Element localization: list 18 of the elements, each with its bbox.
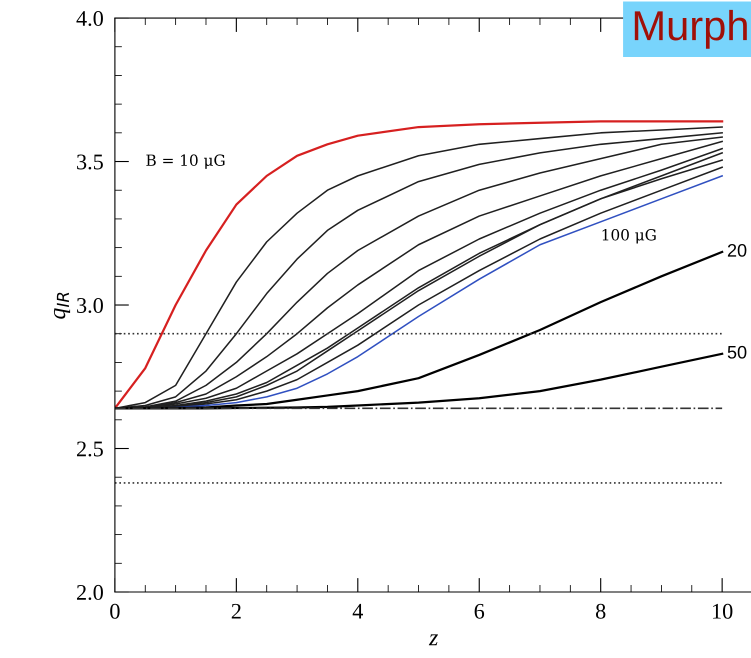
y-axis-title: q$_{IR}$ <box>54 292 70 319</box>
x-axis-title: z <box>428 634 438 646</box>
annotation: 100 μG <box>602 229 656 244</box>
y-tick-label: 3.0 <box>77 298 103 314</box>
x-tick-label: 0 <box>110 604 120 619</box>
annotation: Murph <box>634 10 747 49</box>
annotation: 50 <box>728 346 746 359</box>
y-tick-label: 2.5 <box>76 442 103 457</box>
x-tick-label: 4 <box>352 604 364 619</box>
y-tick-label: 2.0 <box>76 584 103 600</box>
x-tick-label: 6 <box>474 604 484 619</box>
annotation: B = 10 μG <box>146 154 224 169</box>
y-tick-label: 3.5 <box>77 154 103 170</box>
y-tick-label: 4.0 <box>76 10 103 26</box>
x-tick-label: 2 <box>232 604 241 619</box>
x-tick-label: 10 <box>712 604 732 619</box>
annotation: 20 <box>728 244 746 257</box>
x-tick-label: 8 <box>596 604 606 619</box>
